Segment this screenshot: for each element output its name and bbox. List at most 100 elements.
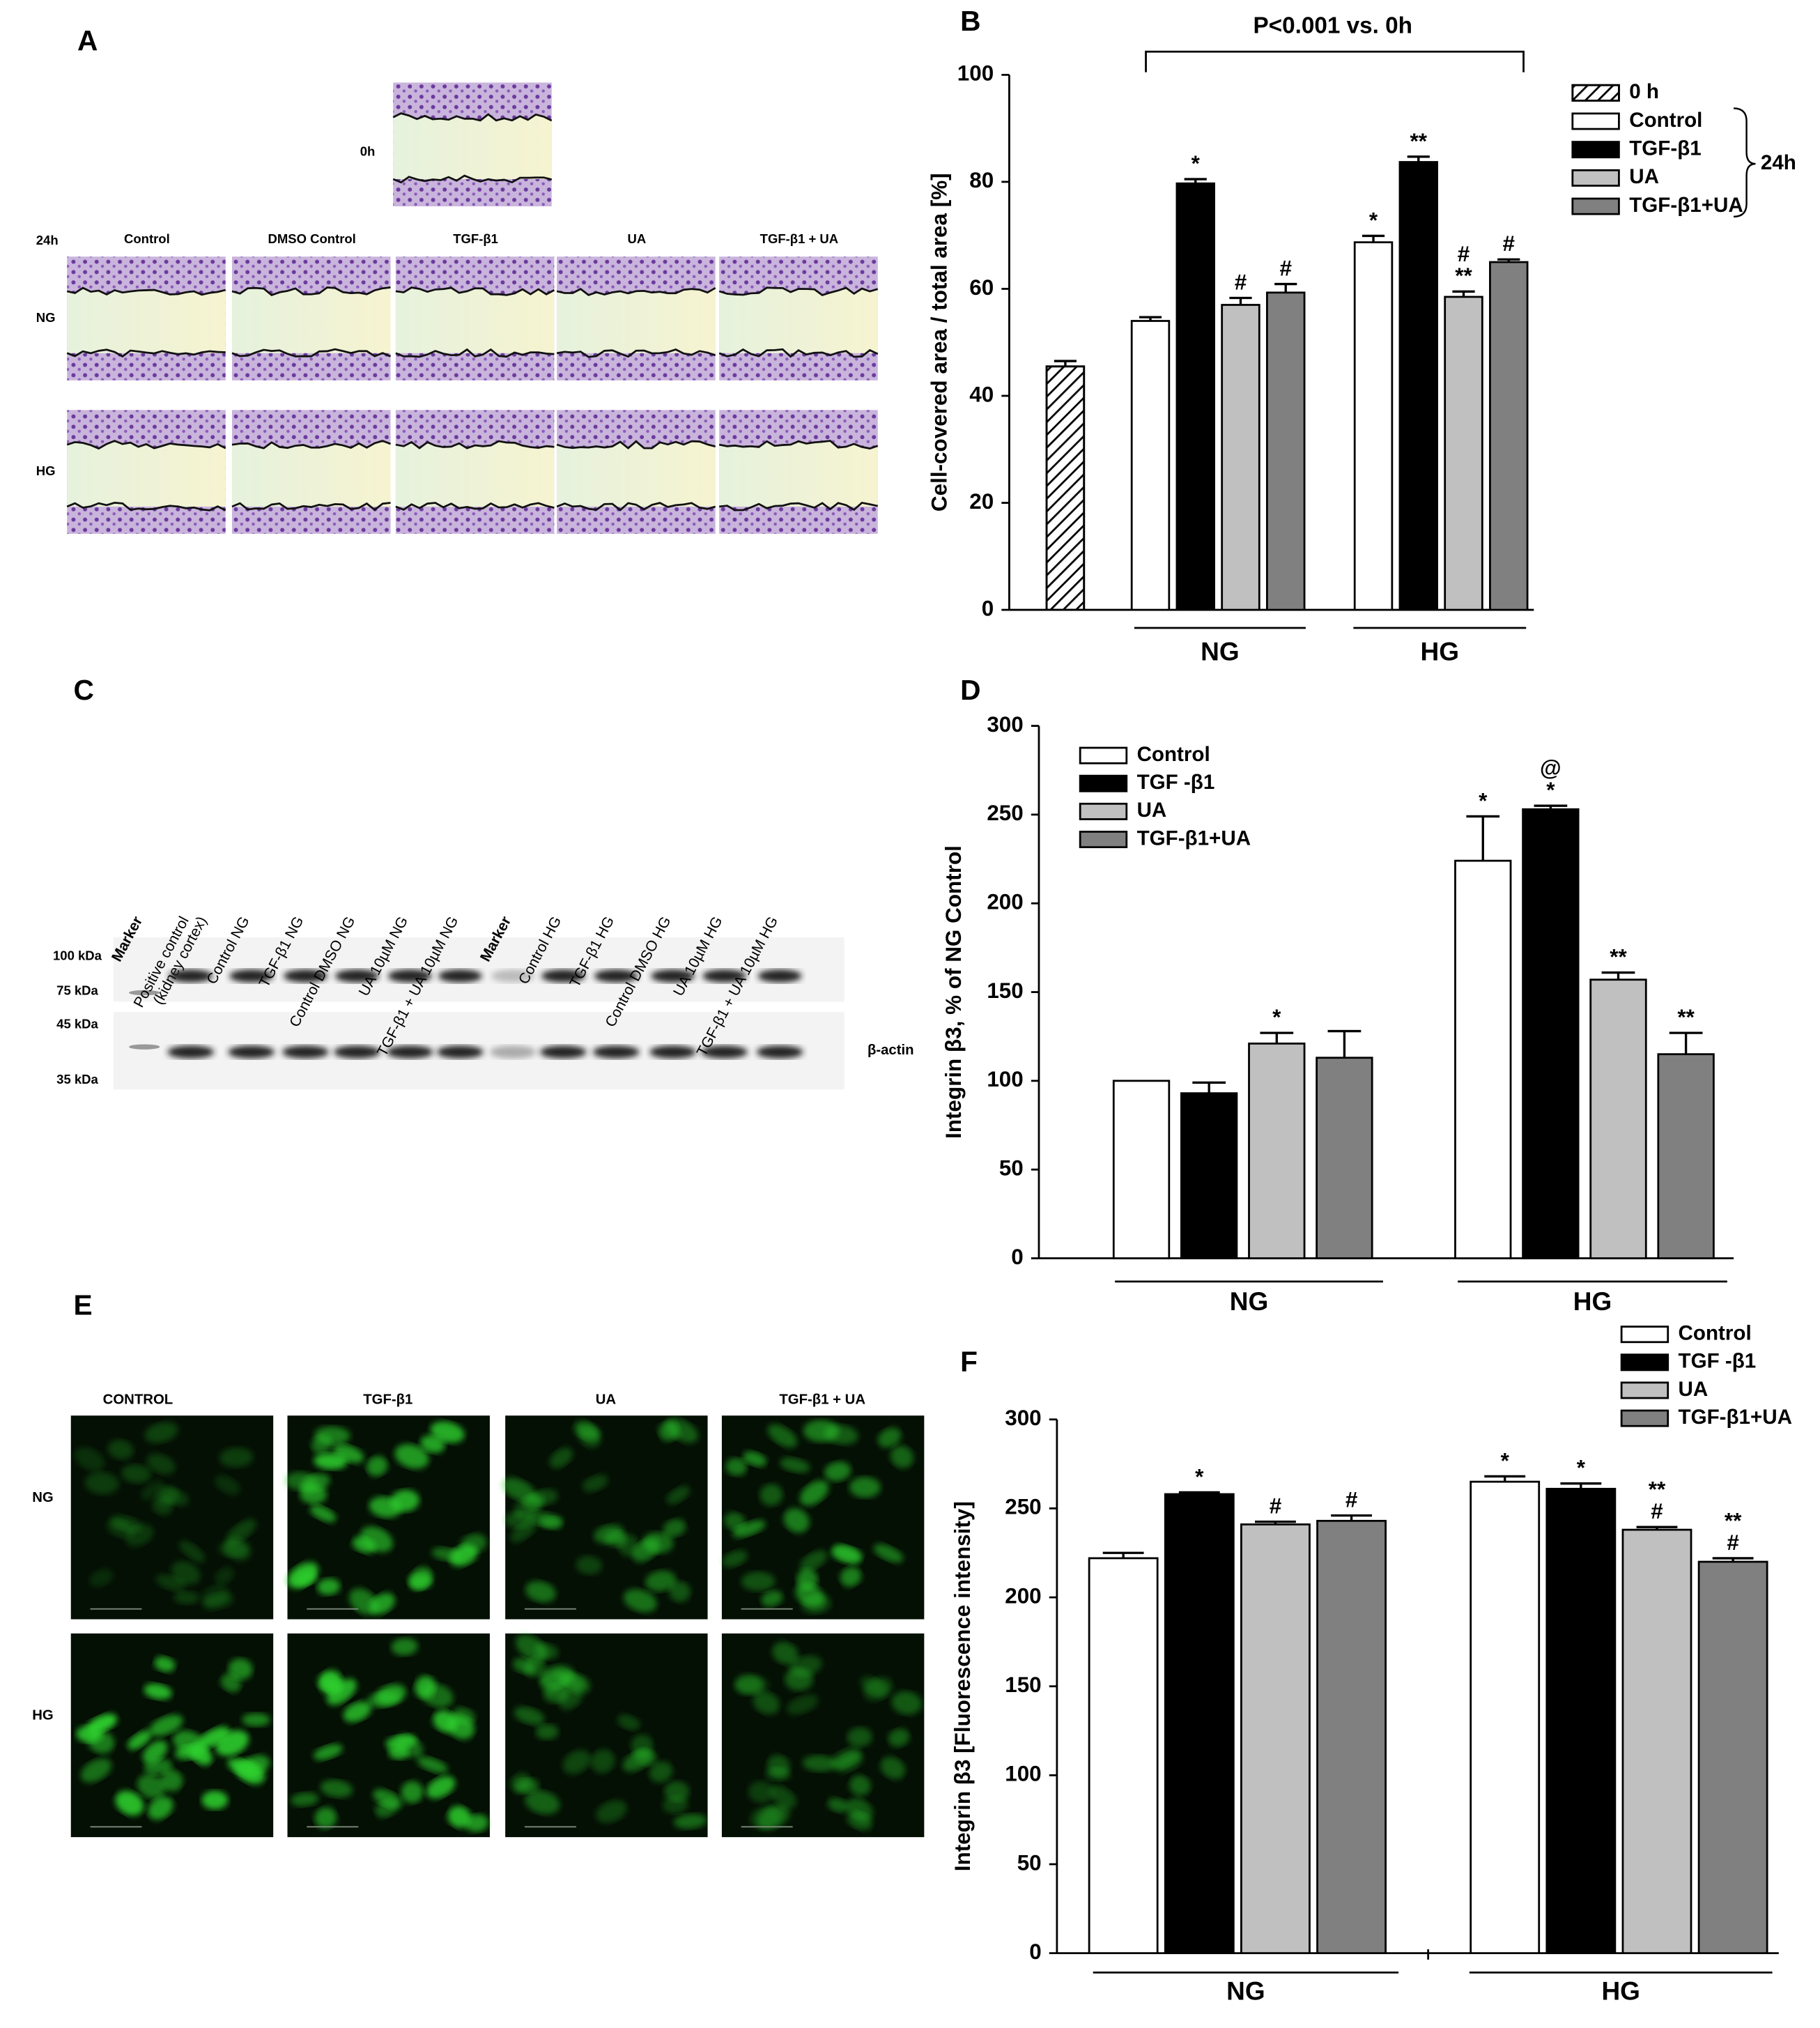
cell [285, 1471, 318, 1491]
wound-edge [395, 286, 555, 296]
cell [786, 1694, 819, 1715]
cell [155, 1574, 186, 1592]
band [592, 1045, 640, 1059]
error-bar [1192, 1081, 1226, 1093]
y-tick-label: 250 [987, 801, 1023, 825]
cell [318, 1670, 343, 1694]
error-bar [1362, 234, 1385, 243]
cell [375, 1799, 397, 1818]
cell [658, 1421, 680, 1441]
cell [465, 1814, 489, 1832]
wound-area [719, 287, 878, 353]
y-tick-label: 20 [969, 489, 994, 514]
annotation: # [1503, 231, 1515, 256]
cell [645, 1570, 677, 1592]
cell [877, 1427, 902, 1448]
bar [1316, 1519, 1387, 1955]
legend-group-label: 24h [1761, 151, 1796, 174]
legend-swatch [1571, 197, 1620, 215]
cell [642, 1532, 674, 1554]
size-label: 100 kDa [53, 948, 102, 963]
fluorescence-image [502, 1415, 708, 1620]
cell [539, 1516, 562, 1530]
legend-swatch [1571, 112, 1620, 130]
wound-edge [395, 348, 555, 358]
x-tick-label: HG [1573, 1287, 1612, 1316]
cell [228, 1658, 253, 1680]
cell [107, 1439, 134, 1460]
band [334, 1045, 380, 1059]
annotation: * [1501, 1448, 1510, 1473]
column-label: UA [627, 231, 646, 246]
cell [576, 1555, 603, 1575]
cell [430, 1421, 465, 1443]
bar [1697, 1560, 1768, 1955]
legend-label: TGF -β1 [1679, 1350, 1757, 1373]
x-tick-label: NG [1226, 1977, 1265, 2006]
bar [1112, 1080, 1171, 1259]
cell [219, 1447, 254, 1468]
annotation: * [1369, 208, 1378, 232]
cell [175, 1744, 208, 1760]
cell [583, 1475, 608, 1492]
cell [873, 1544, 904, 1563]
cell [121, 1464, 152, 1484]
column-label: TGF-β1 [363, 1392, 412, 1407]
wound-edge [718, 348, 879, 358]
bar [1522, 808, 1580, 1259]
bar [1657, 1053, 1715, 1259]
cell [290, 1792, 319, 1806]
cell [590, 1749, 615, 1774]
cell [649, 1761, 673, 1783]
cell [426, 1776, 456, 1799]
legend-swatch [1079, 774, 1128, 792]
band [649, 1045, 696, 1059]
panel-letter: A [77, 24, 98, 56]
fluorescence-image [287, 1633, 490, 1838]
cell [179, 1540, 206, 1563]
panel-letter: E [73, 1289, 92, 1321]
annotation: # [1345, 1488, 1357, 1512]
cell [218, 1542, 248, 1558]
cell [160, 1769, 183, 1792]
cell [314, 1453, 348, 1470]
legend-label: TGF-β1+UA [1137, 827, 1251, 850]
error-bar [1484, 1475, 1526, 1482]
cell [849, 1477, 881, 1498]
cell [115, 1790, 144, 1816]
y-axis-label: Integrin β3 [Fluorescence intensity] [950, 1501, 975, 1871]
cell [767, 1424, 798, 1447]
wound-edge [556, 348, 716, 358]
y-tick-label: 300 [987, 712, 1023, 737]
bar [1164, 1493, 1235, 1955]
cell [759, 1484, 783, 1506]
cell [148, 1796, 173, 1820]
cell [530, 1489, 558, 1505]
fluorescence-image [721, 1633, 925, 1838]
band [438, 969, 482, 983]
legend-label: TGF-β1+UA [1629, 194, 1743, 217]
band [169, 969, 213, 983]
wound-edge [556, 502, 716, 512]
cell [780, 1457, 810, 1473]
cell [847, 1727, 872, 1747]
fluorescence-image [505, 1633, 708, 1838]
cell [772, 1641, 799, 1665]
y-tick-label: 300 [1005, 1406, 1041, 1430]
cell [369, 1496, 402, 1518]
y-tick-label: 50 [1017, 1850, 1042, 1875]
cell [753, 1691, 780, 1714]
band [540, 1045, 587, 1059]
band [651, 969, 695, 983]
row-label: HG [32, 1708, 53, 1723]
legend-bracket [1734, 107, 1756, 218]
wound-edge [231, 348, 392, 358]
legend-swatch [1620, 1409, 1669, 1427]
legend-swatch [1620, 1381, 1669, 1399]
band [594, 969, 638, 983]
bar [1316, 1057, 1373, 1259]
annotation: * [1195, 1464, 1204, 1489]
cell [86, 1714, 118, 1734]
